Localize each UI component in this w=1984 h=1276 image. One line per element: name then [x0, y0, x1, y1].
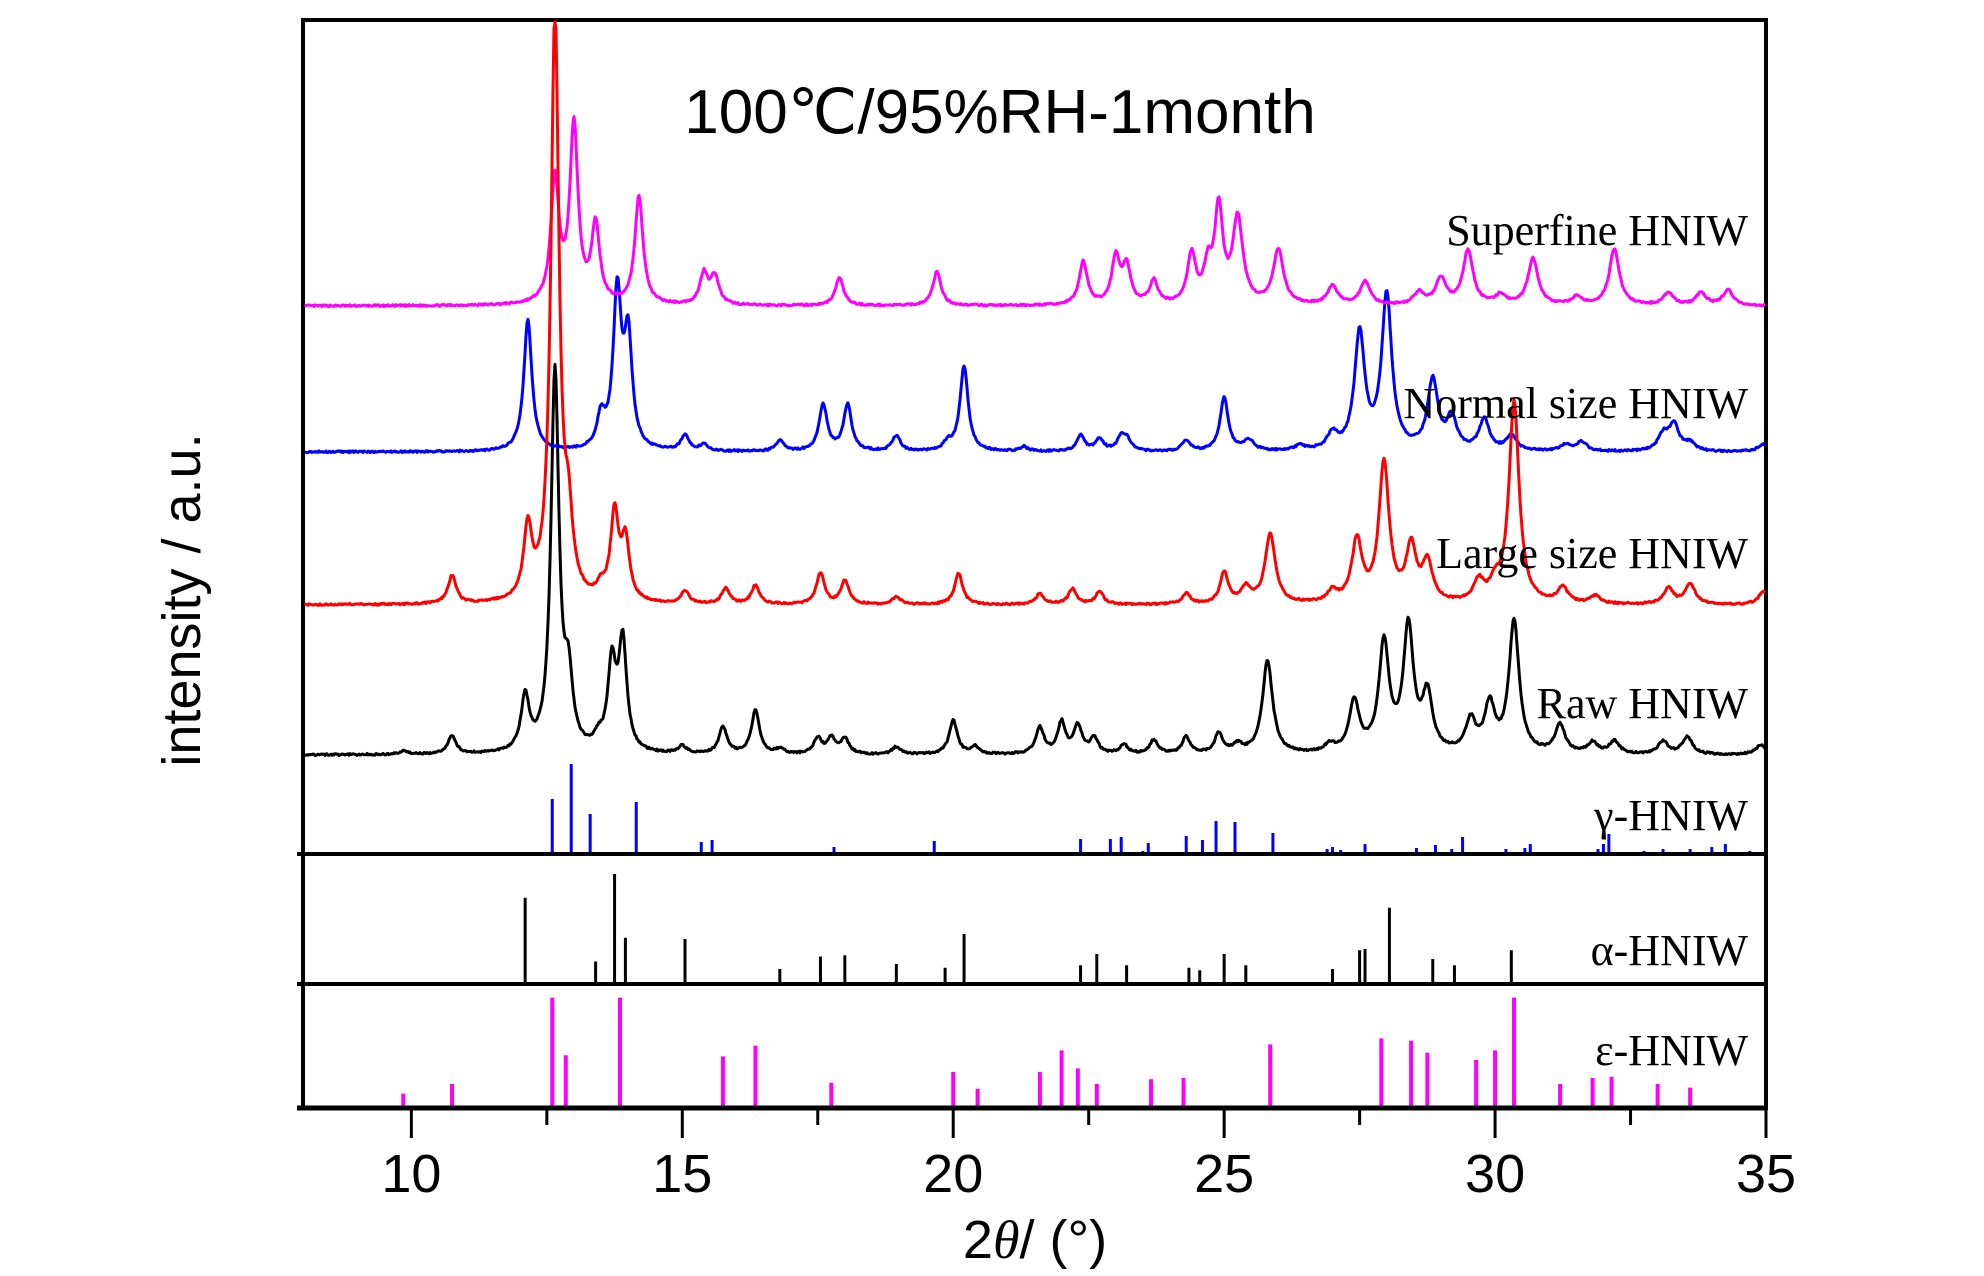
x-axis-ticks: 10 15 20 25 30 35 — [381, 1108, 1796, 1204]
reference-stick-group — [401, 764, 1752, 1108]
trace-label-raw: Raw HNIW — [1537, 679, 1749, 728]
trace-label-superfine: Superfine HNIW — [1446, 206, 1748, 255]
trace-group — [303, 20, 1767, 757]
x-axis-title-suffix: / (°) — [1020, 1210, 1108, 1270]
x-tick-label: 15 — [652, 1144, 712, 1204]
x-tick-label: 10 — [381, 1144, 441, 1204]
trace-raw-hniw — [304, 362, 1767, 757]
x-tick-label: 35 — [1736, 1144, 1796, 1204]
chart-title: 100℃/95%RH-1month — [684, 78, 1315, 147]
trace-superfine-hniw — [303, 115, 1767, 309]
y-axis-title: intensity / a.u. — [152, 433, 212, 766]
x-axis-title: 2θ/ (°) — [963, 1210, 1107, 1270]
trace-label-large-size: Large size HNIW — [1436, 529, 1748, 578]
panel-label-alpha: α-HNIW — [1591, 926, 1749, 975]
x-axis-title-theta: θ — [993, 1210, 1020, 1270]
panel-label-gamma: γ-HNIW — [1593, 791, 1748, 840]
x-tick-label: 25 — [1194, 1144, 1254, 1204]
trace-normal-size-hniw — [304, 275, 1766, 455]
x-axis-title-prefix: 2 — [963, 1210, 993, 1270]
panel-label-epsilon: ε-HNIW — [1595, 1026, 1748, 1075]
x-tick-label: 20 — [923, 1144, 983, 1204]
x-tick-label: 30 — [1465, 1144, 1525, 1204]
trace-large-size-hniw — [303, 20, 1767, 607]
trace-label-normal-size: Normal size HNIW — [1403, 379, 1748, 428]
